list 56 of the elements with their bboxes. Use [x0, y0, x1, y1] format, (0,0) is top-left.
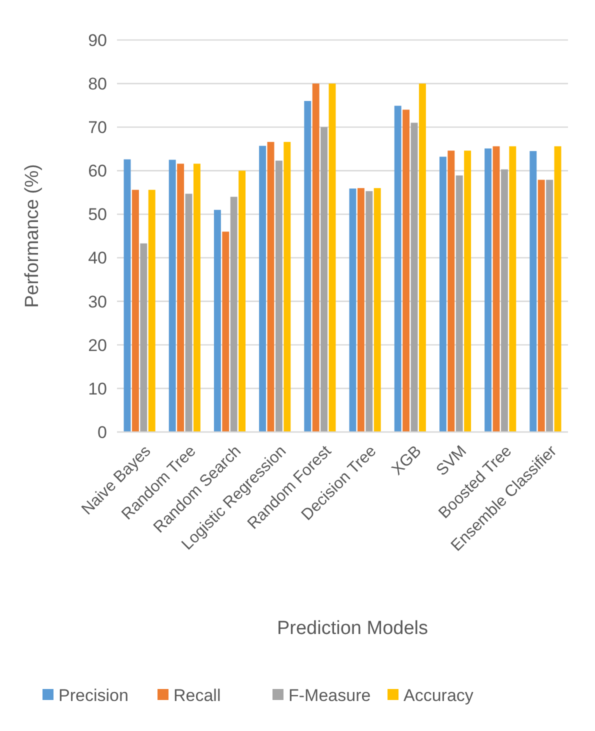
bar	[148, 190, 156, 432]
bar	[554, 146, 562, 432]
bar	[374, 188, 381, 432]
bar	[410, 122, 418, 432]
bar	[259, 146, 266, 432]
bar	[366, 191, 373, 432]
legend-label: Precision	[58, 686, 128, 705]
bar	[185, 194, 192, 432]
bar	[328, 84, 336, 432]
bar	[484, 148, 492, 432]
y-tick-label: 10	[88, 379, 107, 398]
y-tick-label: 70	[88, 118, 107, 138]
bar	[357, 188, 364, 432]
bar	[140, 243, 148, 432]
legend-label: F-Measure	[288, 686, 371, 705]
bar	[418, 84, 426, 432]
bar	[456, 175, 463, 432]
legend-label: Accuracy	[404, 686, 474, 705]
y-tick-label: 0	[98, 422, 107, 442]
bar	[177, 164, 184, 432]
y-tick-label: 60	[88, 162, 107, 181]
bar	[509, 146, 516, 432]
x-axis-title: Prediction Models	[276, 618, 428, 639]
bar	[267, 142, 274, 432]
bar	[124, 159, 131, 432]
bar	[230, 196, 238, 432]
y-tick-label: 30	[88, 292, 107, 312]
legend-label: Recall	[174, 686, 221, 705]
bar	[464, 150, 472, 432]
bar	[214, 210, 221, 432]
bar	[394, 106, 402, 432]
bar	[402, 110, 410, 432]
bar	[304, 100, 312, 432]
bar	[168, 160, 176, 432]
bar	[222, 232, 230, 432]
bar	[284, 142, 291, 432]
bar	[193, 164, 200, 432]
bar	[238, 170, 246, 432]
y-tick-label: 50	[88, 205, 107, 224]
bar	[275, 160, 282, 432]
bar	[538, 180, 545, 432]
bar	[312, 84, 320, 432]
bar	[530, 151, 537, 432]
bar	[492, 146, 500, 432]
bar	[448, 150, 455, 432]
bar	[349, 188, 356, 432]
bar	[320, 127, 328, 432]
y-tick-label: 90	[88, 30, 107, 50]
bar	[132, 190, 139, 432]
y-axis-title: Performance (%)	[22, 164, 43, 308]
y-tick-label: 40	[88, 248, 107, 268]
bar	[546, 180, 554, 432]
y-tick-label: 20	[88, 336, 107, 355]
bar	[439, 156, 446, 432]
y-tick-label: 80	[88, 74, 107, 94]
bar	[500, 169, 508, 432]
